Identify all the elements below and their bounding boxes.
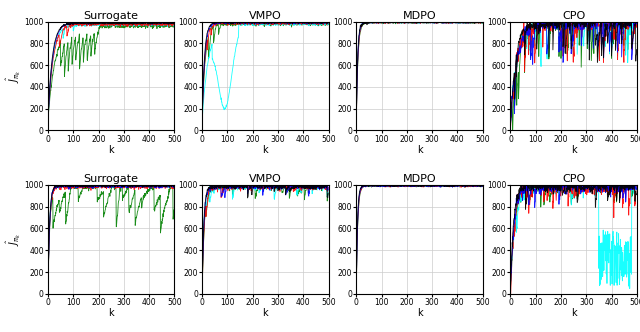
Title: VMPO: VMPO — [249, 11, 282, 21]
X-axis label: k: k — [262, 308, 268, 318]
Title: Surrogate: Surrogate — [84, 11, 139, 21]
Y-axis label: $\widehat{J}_{\pi_k}$: $\widehat{J}_{\pi_k}$ — [4, 69, 23, 83]
Title: CPO: CPO — [562, 174, 585, 184]
Title: VMPO: VMPO — [249, 174, 282, 184]
X-axis label: k: k — [108, 145, 114, 155]
X-axis label: k: k — [571, 308, 577, 318]
X-axis label: k: k — [571, 145, 577, 155]
Title: MDPO: MDPO — [403, 11, 436, 21]
X-axis label: k: k — [417, 145, 422, 155]
X-axis label: k: k — [417, 308, 422, 318]
Title: MDPO: MDPO — [403, 174, 436, 184]
Title: CPO: CPO — [562, 11, 585, 21]
X-axis label: k: k — [262, 145, 268, 155]
Title: Surrogate: Surrogate — [84, 174, 139, 184]
X-axis label: k: k — [108, 308, 114, 318]
Y-axis label: $\widehat{J}_{\pi_k}$: $\widehat{J}_{\pi_k}$ — [4, 233, 23, 246]
